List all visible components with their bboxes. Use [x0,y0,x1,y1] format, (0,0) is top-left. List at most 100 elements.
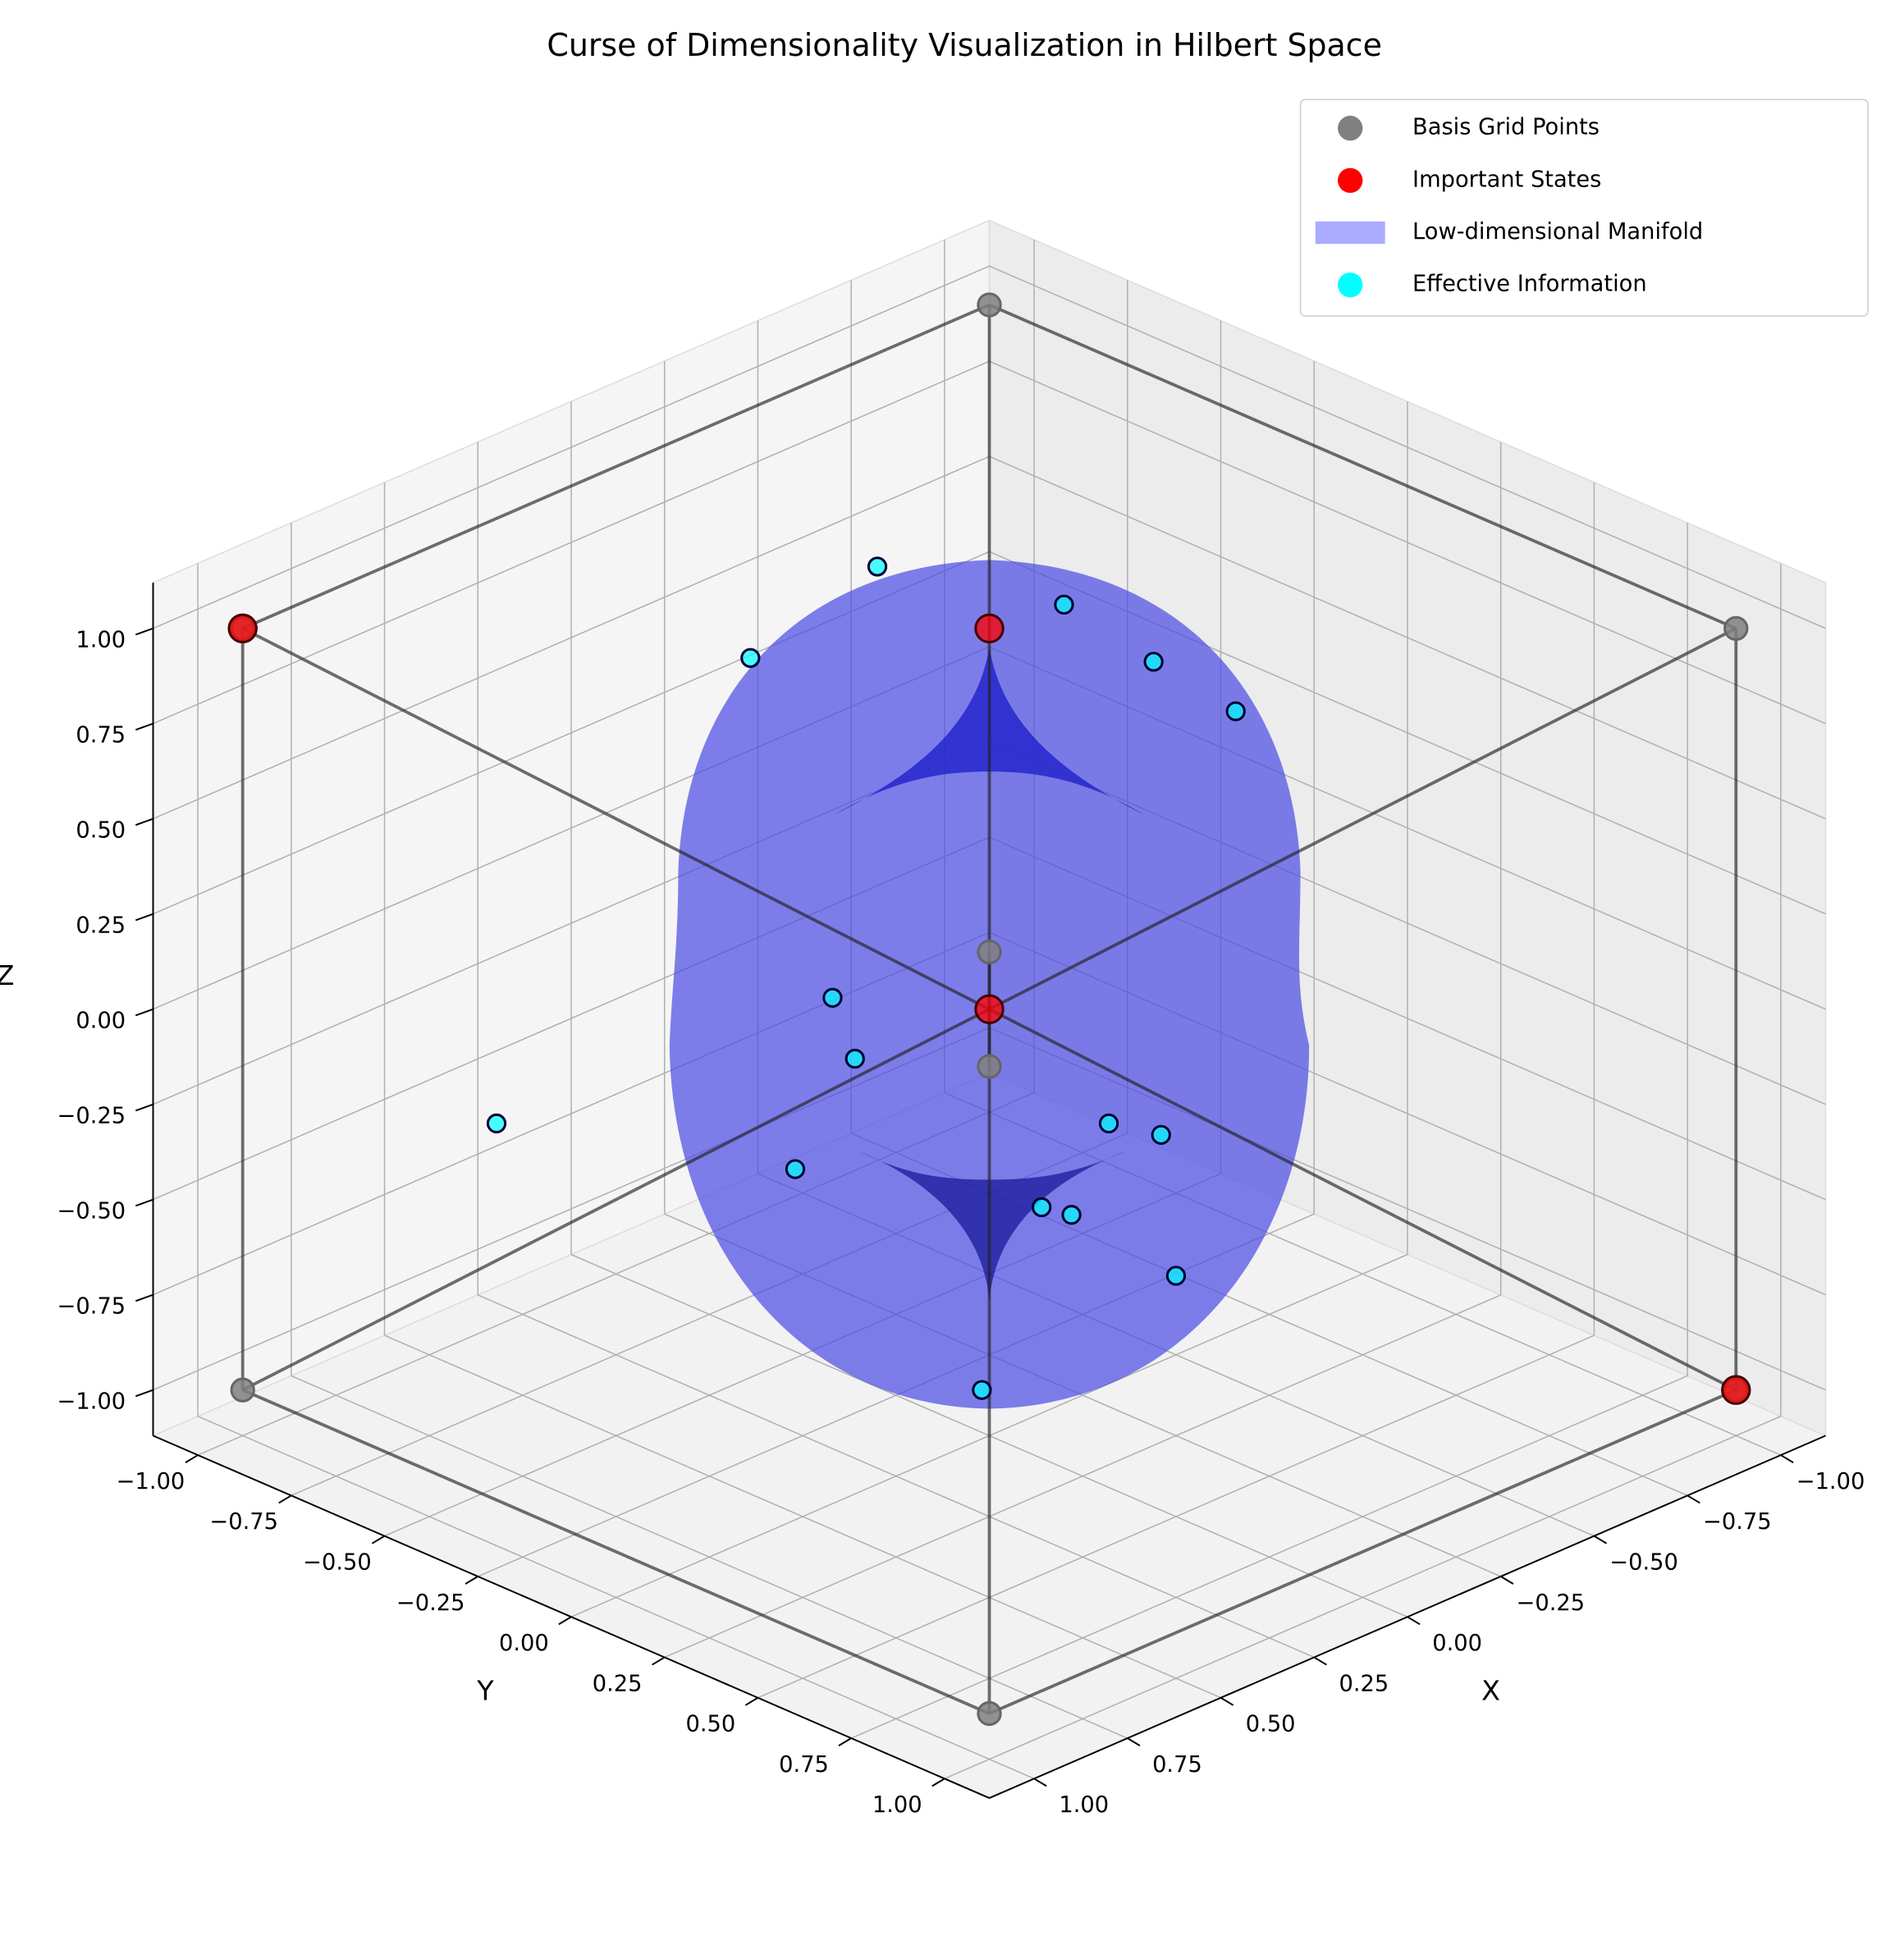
x-tick-label: 0.00 [1432,1631,1482,1656]
legend: Basis Grid Points Important States Low-dim… [1299,98,1869,317]
x-tick-label: 1.00 [1059,1792,1109,1818]
x-axis-label: X [1481,1675,1500,1707]
point [230,1377,255,1403]
x-tick-label: 0.75 [1152,1752,1202,1778]
connector [988,1388,1737,1715]
point [977,939,1002,965]
point [844,1048,865,1069]
point [1225,701,1246,721]
legend-box [1299,98,1869,317]
y-tick-label: 0.00 [499,1631,549,1656]
x-tick [1127,1737,1141,1746]
y-tick-label: −0.75 [209,1509,278,1535]
point [1165,1265,1187,1286]
grid-line [664,1294,1501,1659]
y-tick [371,1535,386,1545]
y-tick [278,1494,292,1504]
grid-line [757,1334,1595,1699]
grid-line [989,360,1826,725]
legend-label: Effective Information [1412,272,1647,297]
grid-line [989,455,1826,820]
z-tick-label: 0.50 [76,817,126,843]
y-tick [185,1454,199,1464]
x-tick-label: 0.25 [1339,1671,1389,1696]
x-tick [1033,1778,1047,1787]
z-tick [135,627,153,636]
grid-line [989,265,1826,629]
point [1098,1113,1119,1134]
y-axis-label: Y [476,1675,494,1707]
x-tick [1593,1535,1608,1545]
y-tick-label: 0.75 [779,1752,829,1778]
x-tick [1220,1696,1234,1706]
x-tick [1687,1494,1700,1504]
point [974,994,1005,1024]
z-tick-label: −0.25 [57,1103,126,1128]
z-tick [135,1103,153,1112]
x-tick-label: −0.75 [1703,1509,1772,1535]
x-tick [1780,1454,1794,1464]
z-tick [135,817,153,826]
point [486,1113,507,1134]
x-tick-label: −0.25 [1517,1590,1586,1616]
y-tick-label: 1.00 [872,1792,922,1818]
x-tick-label: −0.50 [1609,1549,1678,1575]
point [1723,616,1749,641]
z-tick-label: 0.25 [76,913,126,938]
x-tick [1500,1576,1514,1585]
point [1054,594,1074,615]
points [227,292,1751,1727]
point [227,613,258,643]
z-tick [135,913,153,922]
point [785,1159,806,1179]
point [1721,1375,1751,1405]
y-tick [838,1737,852,1746]
legend-label: Low-dimensional Manifold [1412,219,1703,245]
z-tick-label: 1.00 [76,627,126,652]
grid-line [153,265,990,629]
legend-label: Basis Grid Points [1412,115,1600,140]
point [1143,652,1164,672]
y-tick-label: 0.50 [685,1712,735,1737]
y-tick-label: −0.50 [303,1549,372,1575]
y-tick-label: −1.00 [117,1469,185,1494]
manifold-cusp [858,1151,1127,1301]
point [977,292,1002,318]
z-tick [135,1008,153,1017]
z-tick [135,1293,153,1302]
y-tick-label: 0.25 [593,1671,643,1696]
connector [241,1388,991,1715]
z-tick-label: 0.75 [76,722,126,748]
y-tick [744,1696,758,1706]
grid-line [153,360,990,725]
y-tick [558,1616,572,1626]
legend-swatch [1315,221,1385,245]
x-tick-label: 0.50 [1246,1712,1296,1737]
point [822,987,843,1008]
grid-line [944,1416,1782,1779]
y-tick-label: −0.25 [396,1590,465,1616]
chart-title: Curse of Dimensionality Visualization in… [547,27,1382,63]
z-tick [135,1198,153,1207]
point [977,1054,1002,1079]
z-tick-label: 0.00 [76,1008,126,1033]
z-axis-label: Z [0,959,15,991]
point [1151,1124,1171,1145]
point [867,556,888,577]
legend-marker [1338,116,1363,141]
legend-marker [1338,167,1363,194]
point [972,1380,992,1400]
y-tick [931,1778,945,1787]
connector [241,303,991,630]
connector [988,303,1737,630]
z-tick-label: −0.75 [57,1293,126,1319]
legend-label: Important States [1412,167,1601,192]
grid-line [153,455,990,820]
point [740,648,761,668]
y-tick [465,1576,478,1585]
y-tick [652,1656,666,1666]
point [1032,1197,1052,1218]
z-tick [135,1389,153,1398]
z-tick-label: −1.00 [57,1389,126,1414]
